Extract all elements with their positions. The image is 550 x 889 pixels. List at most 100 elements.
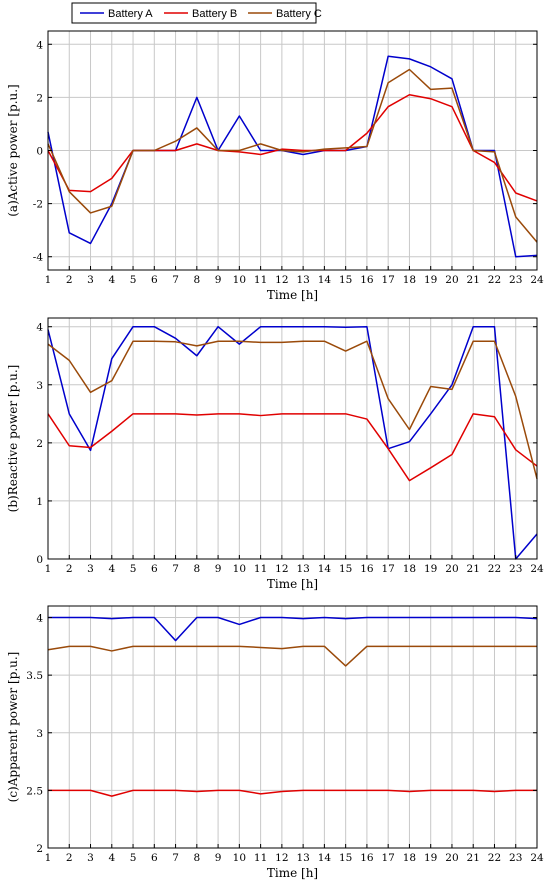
series-line-battery-c [47,645,537,667]
x-tick-label: 19 [424,563,437,575]
plot-frame [47,317,538,560]
x-tick-label: 20 [445,852,458,864]
x-tick-label: 11 [254,274,267,286]
x-tick-label: 17 [381,563,394,575]
series-line-battery-a [47,325,538,560]
x-tick-label: 19 [424,852,437,864]
legend-label-battery-c: Battery C [276,8,322,20]
x-tick-label: 21 [467,563,480,575]
x-tick-label: 20 [445,563,458,575]
x-tick-label: 7 [172,274,179,286]
x-tick-label: 13 [296,852,309,864]
series-line-battery-b [47,413,538,482]
y-tick-label: 0 [36,554,43,566]
x-tick-label: 17 [381,274,394,286]
x-tick-label: 6 [151,563,158,575]
y-axis-label: (a)Active power [p.u.] [6,84,20,217]
x-tick-label: 7 [172,852,179,864]
x-tick-label: 24 [530,563,544,575]
y-tick-label: 4 [36,322,43,334]
series-line-battery-c [47,340,538,480]
x-tick-label: 15 [339,274,352,286]
x-tick-label: 16 [360,274,374,286]
x-tick-label: 15 [339,563,352,575]
x-tick-label: 8 [193,563,200,575]
y-tick-label: 3.5 [26,670,43,682]
x-tick-label: 1 [45,852,52,864]
legend: Battery A Battery B Battery C [71,2,322,24]
y-tick-label: 2 [36,438,43,450]
y-tick-label: -4 [33,252,44,264]
x-tick-label: 13 [296,563,309,575]
apparent-power-panel: 22.533.541 2 3 4 5 6 7 8 9 10 11 12 13 14 15 16 17 18 19 20… [6,605,544,880]
x-tick-label: 11 [254,563,267,575]
x-tick-label: 12 [275,563,288,575]
x-tick-label: 4 [108,563,115,575]
x-tick-label: 11 [254,852,267,864]
x-tick-label: 6 [151,274,158,286]
x-tick-label: 14 [318,274,332,286]
x-tick-label: 1 [45,274,52,286]
x-tick-label: 4 [108,852,115,864]
y-tick-label: 0 [36,146,43,158]
x-tick-label: 12 [275,852,288,864]
y-tick-label: 1 [36,496,43,508]
x-tick-label: 20 [445,274,458,286]
x-tick-label: 3 [87,852,94,864]
x-tick-label: 7 [172,563,179,575]
x-tick-label: 10 [233,274,246,286]
x-tick-label: 23 [509,563,522,575]
x-tick-label: 24 [530,852,544,864]
x-tick-label: 19 [424,274,437,286]
y-tick-label: 4 [36,39,43,51]
x-tick-label: 21 [467,852,480,864]
plot-frame [47,605,538,849]
y-tick-label: 3 [36,728,43,740]
x-tick-label: 5 [130,852,137,864]
y-tick-label: 4 [36,613,43,625]
x-tick-label: 5 [130,274,137,286]
series-line-battery-a [48,616,538,642]
y-tick-label: 2.5 [26,785,43,797]
legend-label-battery-b: Battery B [192,8,237,20]
x-tick-label: 2 [66,274,73,286]
x-tick-label: 1 [45,563,52,575]
x-tick-label: 18 [403,563,416,575]
x-tick-label: 2 [66,852,73,864]
y-tick-label: 2 [36,92,43,104]
x-tick-label: 4 [108,274,115,286]
y-axis-label: (b)Reactive power [p.u.] [6,365,20,513]
x-tick-label: 3 [87,563,94,575]
x-tick-label: 6 [151,852,158,864]
x-tick-label: 21 [467,274,480,286]
series-line-battery-a [47,55,538,258]
x-axis-label: Time [h] [267,288,318,302]
x-tick-label: 17 [381,852,394,864]
y-tick-label: 3 [36,380,43,392]
x-tick-label: 14 [318,563,332,575]
x-tick-label: 22 [488,563,501,575]
x-tick-label: 22 [488,274,501,286]
x-tick-label: 9 [215,274,222,286]
series-line-battery-b [47,93,538,202]
x-tick-label: 22 [488,852,501,864]
x-tick-label: 5 [130,563,137,575]
x-tick-label: 9 [215,563,222,575]
x-tick-label: 9 [215,852,222,864]
y-axis-label: (c)Apparent power [p.u.] [6,652,20,803]
x-tick-label: 14 [318,852,332,864]
y-tick-label: 2 [36,843,43,855]
x-tick-label: 10 [233,852,246,864]
x-tick-label: 23 [509,274,522,286]
x-tick-label: 2 [66,563,73,575]
x-axis-label: Time [h] [267,577,318,591]
x-axis-label: Time [h] [267,866,318,880]
x-tick-label: 13 [296,274,309,286]
x-tick-label: 18 [403,274,416,286]
x-tick-label: 12 [275,274,288,286]
x-tick-label: 10 [233,563,246,575]
legend-label-battery-a: Battery A [108,8,153,20]
x-tick-label: 8 [193,852,200,864]
